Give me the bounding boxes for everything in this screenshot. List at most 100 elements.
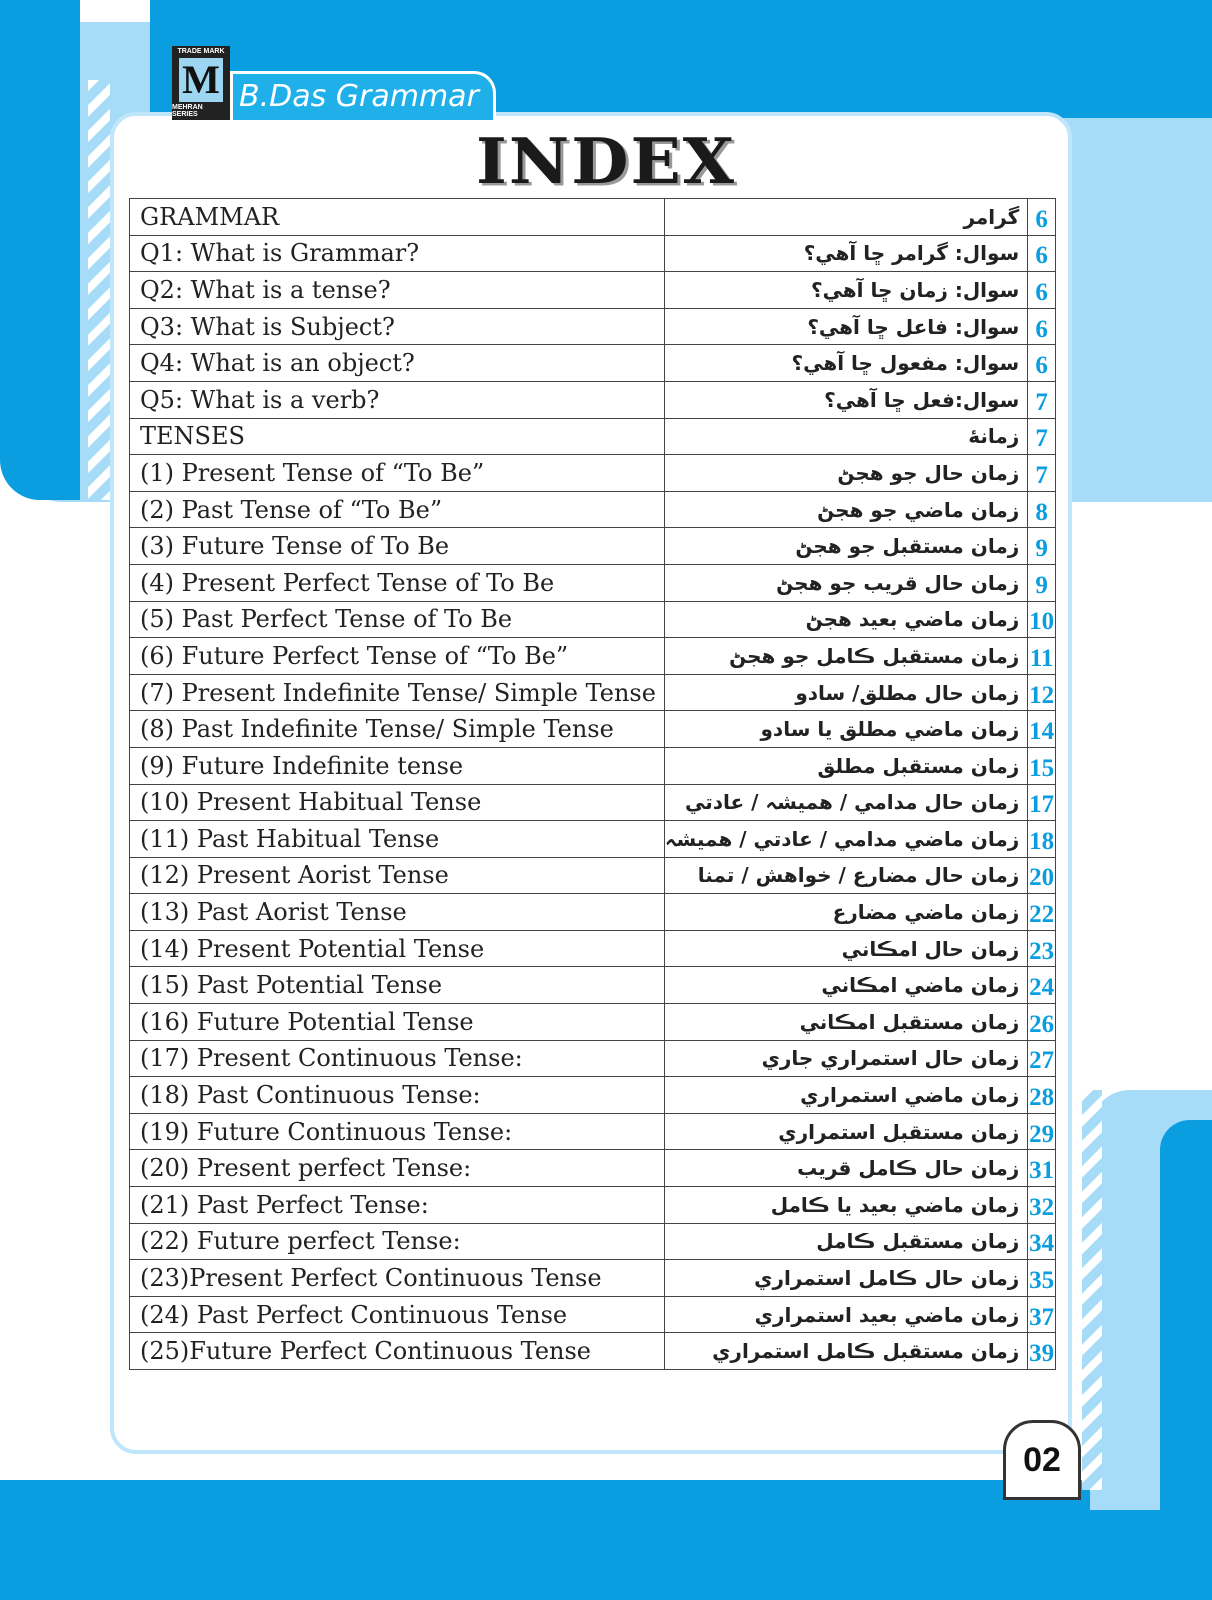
- sindhi-title: زمان مستقبل ڪامل استمراري: [663, 1332, 1029, 1370]
- page-ref: 37: [1027, 1295, 1056, 1334]
- index-row: Q4: What is an object? سوال: مفعول ڇا آهي…: [129, 344, 1056, 382]
- page-ref: 32: [1027, 1186, 1056, 1224]
- index-row: (8) Past Indefinite Tense/ Simple Tense ز…: [129, 710, 1056, 748]
- sindhi-title: زمان ماضي مدامي / عادتي / هميشہ: [663, 820, 1029, 858]
- page-ref: 17: [1027, 783, 1056, 822]
- index-row: (3) Future Tense of To Be زمان مستقبل جو …: [129, 527, 1056, 565]
- english-title: Q2: What is a tense?: [129, 271, 665, 309]
- english-title: Q5: What is a verb?: [129, 380, 665, 419]
- english-title: (12) Present Aorist Tense: [129, 856, 665, 895]
- page-ref: 7: [1027, 417, 1056, 456]
- index-row: (12) Present Aorist Tense زمان حال مضارع …: [129, 856, 1056, 895]
- sindhi-title: سوال:فعل ڇا آهي؟: [663, 380, 1029, 419]
- sindhi-title: زمان حال قريب جو هجڻ: [663, 563, 1029, 602]
- sindhi-title: زمان مستقبل امڪاني: [663, 1003, 1029, 1041]
- index-row: (10) Present Habitual Tense زمان حال مدام…: [129, 783, 1056, 822]
- index-row: (5) Past Perfect Tense of To Be زمان ماضي…: [129, 600, 1056, 639]
- book-title: B.Das Grammar: [230, 71, 496, 120]
- page-ref: 20: [1027, 856, 1056, 895]
- index-row: (2) Past Tense of “To Be” زمان ماضي جو هج…: [129, 490, 1056, 529]
- page-ref: 6: [1027, 271, 1056, 309]
- index-row: (11) Past Habitual Tense زمان ماضي مدامي …: [129, 820, 1056, 858]
- sindhi-title: سوال: زمان ڇا آهي؟: [663, 271, 1029, 309]
- index-row: Q1: What is Grammar? سوال: گرامر ڇا آهي؟ 6: [129, 234, 1056, 273]
- logo-series-text: MEHRAN SERIES: [172, 104, 203, 118]
- page-ref: 6: [1027, 344, 1056, 382]
- english-title: GRAMMAR: [129, 198, 665, 236]
- sindhi-title: زمان مستقبل استمراري: [663, 1112, 1029, 1151]
- index-row: Q2: What is a tense? سوال: زمان ڇا آهي؟ 6: [129, 271, 1056, 309]
- sindhi-title: زمان ماضي جو هجڻ: [663, 490, 1029, 529]
- decorative-stripes: [88, 80, 110, 500]
- page-ref: 31: [1027, 1149, 1056, 1188]
- english-title: (1) Present Tense of “To Be”: [129, 454, 665, 492]
- decorative-stripes: [1082, 1090, 1102, 1490]
- sindhi-title: زمانۀ: [663, 417, 1029, 456]
- index-row: (18) Past Continuous Tense: زمان ماضي است…: [129, 1076, 1056, 1114]
- english-title: (16) Future Potential Tense: [129, 1003, 665, 1041]
- sindhi-title: زمان ماضي مضارع: [663, 893, 1029, 931]
- index-row: (4) Present Perfect Tense of To Be زمان ح…: [129, 563, 1056, 602]
- index-row: (21) Past Perfect Tense: زمان ماضي بعيد ي…: [129, 1186, 1056, 1224]
- page-ref: 28: [1027, 1076, 1056, 1114]
- index-row: TENSES زمانۀ 7: [129, 417, 1056, 456]
- index-row: (13) Past Aorist Tense زمان ماضي مضارع 22: [129, 893, 1056, 931]
- page-ref: 18: [1027, 820, 1056, 858]
- mehran-series-logo: TRADE MARK M MEHRAN SERIES: [172, 46, 230, 120]
- index-row: (9) Future Indefinite tense زمان مستقبل م…: [129, 746, 1056, 785]
- sindhi-title: سوال: گرامر ڇا آهي؟: [663, 234, 1029, 273]
- english-title: (15) Past Potential Tense: [129, 966, 665, 1005]
- english-title: (5) Past Perfect Tense of To Be: [129, 600, 665, 639]
- page-ref: 9: [1027, 527, 1056, 565]
- page-ref: 6: [1027, 307, 1056, 346]
- english-title: (25)Future Perfect Continuous Tense: [129, 1332, 665, 1370]
- english-title: TENSES: [129, 417, 665, 456]
- sindhi-title: زمان ماضي بعيد يا ڪامل: [663, 1186, 1029, 1224]
- logo-letter: M: [179, 57, 223, 102]
- index-row: (7) Present Indefinite Tense/ Simple Ten…: [129, 673, 1056, 712]
- page-ref: 34: [1027, 1222, 1056, 1261]
- brand-header: TRADE MARK M MEHRAN SERIES B.Das Grammar: [172, 46, 496, 120]
- english-title: (9) Future Indefinite tense: [129, 746, 665, 785]
- page-ref: 26: [1027, 1003, 1056, 1041]
- english-title: (17) Present Continuous Tense:: [129, 1039, 665, 1078]
- index-row: (15) Past Potential Tense زمان ماضي امڪان…: [129, 966, 1056, 1005]
- page-ref: 39: [1027, 1332, 1056, 1370]
- page-number: 02: [1003, 1420, 1081, 1500]
- page-ref: 23: [1027, 929, 1056, 968]
- background-left-band: [0, 0, 80, 500]
- page-ref: 9: [1027, 563, 1056, 602]
- english-title: (24) Past Perfect Continuous Tense: [129, 1295, 665, 1334]
- index-row: (19) Future Continuous Tense: زمان مستقبل…: [129, 1112, 1056, 1151]
- english-title: Q1: What is Grammar?: [129, 234, 665, 273]
- sindhi-title: زمان ماضي مطلق يا سادو: [663, 710, 1029, 748]
- sindhi-title: گرامر: [663, 198, 1029, 236]
- sindhi-title: زمان مستقبل ڪامل جو هجڻ: [663, 637, 1029, 675]
- sindhi-title: زمان ماضي بعيد هجڻ: [663, 600, 1029, 639]
- english-title: (18) Past Continuous Tense:: [129, 1076, 665, 1114]
- background-bottom-band: [0, 1480, 1212, 1600]
- english-title: (14) Present Potential Tense: [129, 929, 665, 968]
- english-title: (21) Past Perfect Tense:: [129, 1186, 665, 1224]
- sindhi-title: زمان حال مدامي / هميشہ / عادتي: [663, 783, 1029, 822]
- index-row: GRAMMAR گرامر 6: [129, 198, 1056, 236]
- page-ref: 7: [1027, 454, 1056, 492]
- sindhi-title: سوال: مفعول ڇا آهي؟: [663, 344, 1029, 382]
- english-title: (4) Present Perfect Tense of To Be: [129, 563, 665, 602]
- sindhi-title: زمان ماضي امڪاني: [663, 966, 1029, 1005]
- page-ref: 6: [1027, 234, 1056, 273]
- sindhi-title: زمان حال ڪامل استمراري: [663, 1259, 1029, 1297]
- index-row: (23)Present Perfect Continuous Tense زمان…: [129, 1259, 1056, 1297]
- sindhi-title: زمان حال استمراري جاري: [663, 1039, 1029, 1078]
- english-title: (2) Past Tense of “To Be”: [129, 490, 665, 529]
- page-ref: 35: [1027, 1259, 1056, 1297]
- page-ref: 7: [1027, 380, 1056, 419]
- sindhi-title: زمان مستقبل ڪامل: [663, 1222, 1029, 1261]
- index-row: (24) Past Perfect Continuous Tense زمان م…: [129, 1295, 1056, 1334]
- english-title: (20) Present perfect Tense:: [129, 1149, 665, 1188]
- index-row: Q3: What is Subject? سوال: فاعل ڇا آهي؟ 6: [129, 307, 1056, 346]
- page-ref: 29: [1027, 1112, 1056, 1151]
- english-title: (10) Present Habitual Tense: [129, 783, 665, 822]
- page-ref: 10: [1027, 600, 1056, 639]
- logo-trademark-text: TRADE MARK: [177, 48, 225, 55]
